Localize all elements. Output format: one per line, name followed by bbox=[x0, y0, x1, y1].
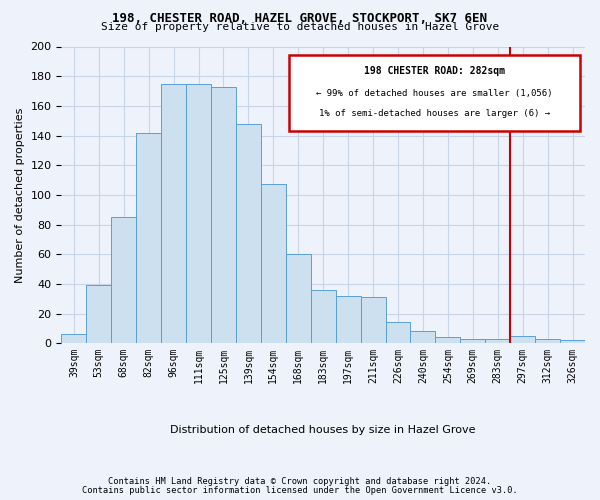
Text: 1% of semi-detached houses are larger (6) →: 1% of semi-detached houses are larger (6… bbox=[319, 109, 550, 118]
Bar bbox=[460, 339, 485, 343]
Bar bbox=[111, 217, 136, 343]
Bar bbox=[560, 340, 585, 343]
Bar bbox=[361, 297, 386, 343]
Bar bbox=[161, 84, 186, 343]
Bar bbox=[386, 322, 410, 343]
Text: 198, CHESTER ROAD, HAZEL GROVE, STOCKPORT, SK7 6EN: 198, CHESTER ROAD, HAZEL GROVE, STOCKPOR… bbox=[113, 12, 487, 26]
Bar bbox=[410, 332, 436, 343]
Bar bbox=[236, 124, 261, 343]
Bar bbox=[186, 84, 211, 343]
Bar bbox=[335, 296, 361, 343]
Bar bbox=[485, 339, 510, 343]
Bar bbox=[211, 86, 236, 343]
X-axis label: Distribution of detached houses by size in Hazel Grove: Distribution of detached houses by size … bbox=[170, 425, 476, 435]
Bar bbox=[261, 184, 286, 343]
Bar bbox=[286, 254, 311, 343]
Text: Contains public sector information licensed under the Open Government Licence v3: Contains public sector information licen… bbox=[82, 486, 518, 495]
Bar bbox=[61, 334, 86, 343]
Bar bbox=[136, 132, 161, 343]
Text: 198 CHESTER ROAD: 282sqm: 198 CHESTER ROAD: 282sqm bbox=[364, 66, 505, 76]
Y-axis label: Number of detached properties: Number of detached properties bbox=[15, 107, 25, 282]
Bar bbox=[311, 290, 335, 343]
Bar bbox=[535, 339, 560, 343]
Bar bbox=[86, 286, 111, 343]
Bar bbox=[510, 336, 535, 343]
Text: Contains HM Land Registry data © Crown copyright and database right 2024.: Contains HM Land Registry data © Crown c… bbox=[109, 477, 491, 486]
Text: ← 99% of detached houses are smaller (1,056): ← 99% of detached houses are smaller (1,… bbox=[316, 88, 553, 98]
Text: Size of property relative to detached houses in Hazel Grove: Size of property relative to detached ho… bbox=[101, 22, 499, 32]
FancyBboxPatch shape bbox=[289, 56, 580, 131]
Bar bbox=[436, 338, 460, 343]
